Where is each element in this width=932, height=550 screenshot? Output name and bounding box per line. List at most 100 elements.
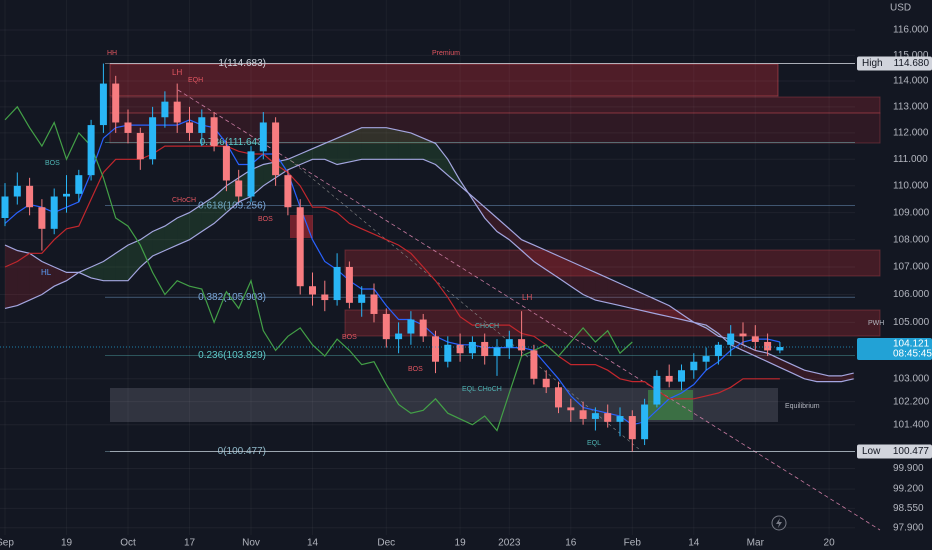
annotation: BOS	[45, 160, 60, 167]
annotation: BOS	[342, 334, 357, 341]
cloud-fill	[29, 253, 42, 301]
candle-body	[87, 125, 95, 176]
candle-body	[161, 101, 169, 118]
y-tick-label: 99.900	[893, 463, 924, 474]
cloud-fill	[337, 132, 350, 165]
candle-body	[309, 286, 316, 295]
candle-body	[641, 404, 649, 440]
candle-body	[690, 361, 698, 371]
candle-body	[136, 132, 144, 160]
candle-body	[149, 117, 157, 160]
indicator-line	[4, 119, 781, 426]
x-tick-label: 14	[307, 538, 319, 549]
cloud-fill	[398, 130, 411, 160]
cloud-fill	[177, 212, 190, 246]
cloud-fill	[324, 138, 338, 165]
currency: USD	[890, 3, 911, 14]
cloud-fill	[521, 239, 534, 262]
candle-body	[345, 266, 353, 303]
fib-label: 0.382(105.903)	[198, 292, 266, 303]
cloud-fill	[632, 288, 645, 312]
y-tick-label: 97.900	[893, 522, 924, 533]
candle-body	[456, 344, 464, 354]
annotation: Equilibrium	[785, 403, 820, 410]
candle-body	[407, 319, 415, 334]
candle-body	[370, 294, 378, 314]
candle-body	[776, 347, 784, 351]
cloud-fill	[669, 305, 682, 320]
cloud-fill	[361, 127, 374, 160]
cloud-fill	[128, 239, 141, 281]
cloud-fill	[152, 226, 165, 257]
x-tick-label: 20	[824, 538, 836, 549]
alert-icon[interactable]	[771, 515, 787, 531]
candle-body	[63, 193, 70, 197]
y-tick-label: 113.000	[893, 101, 929, 112]
cloud-fill	[484, 207, 497, 232]
cloud-fill	[497, 218, 510, 240]
candle-body	[616, 416, 624, 422]
candle-body	[444, 344, 452, 362]
annotation: Premium	[432, 50, 460, 57]
x-tick-label: Sep	[0, 538, 14, 549]
cloud-fill	[804, 370, 817, 382]
annotation: EQL CHoCH	[462, 386, 502, 393]
fib-label: 0.786(111.643)	[200, 137, 266, 148]
cloud-fill	[5, 245, 18, 309]
candle-body	[395, 333, 403, 340]
alert-icon-bolt	[776, 518, 782, 528]
cloud-fill	[54, 266, 67, 287]
x-tick-label: 19	[455, 538, 467, 549]
cloud-fill	[164, 218, 178, 251]
candle-body	[333, 266, 341, 301]
candle-body	[628, 416, 636, 440]
cloud-fill	[386, 127, 399, 160]
x-tick-label: Oct	[120, 538, 136, 549]
annotation: BOS	[258, 216, 273, 223]
candle-body	[604, 413, 612, 422]
last-price-badge	[857, 338, 932, 361]
fib-label: 0.236(103.829)	[198, 350, 266, 361]
last-price: 104.121	[893, 339, 930, 350]
indicator-line	[4, 105, 633, 432]
candle-body	[653, 375, 661, 405]
cloud-fill	[17, 250, 30, 306]
y-tick-label: 116.000	[893, 25, 929, 36]
x-tick-label: Feb	[624, 538, 642, 549]
candle-body	[75, 175, 83, 194]
y-tick-label: 98.550	[893, 503, 924, 514]
candle-body	[530, 350, 538, 379]
y-tick-label: 101.400	[893, 419, 930, 430]
fib-label: 0.618(109.256)	[198, 200, 266, 211]
y-tick-label: 102.200	[893, 396, 930, 407]
y-tick-label: 105.000	[893, 317, 930, 328]
badge-name: High	[862, 58, 883, 69]
candle-body	[99, 83, 107, 126]
candle-body	[518, 339, 526, 351]
candle-body	[210, 117, 218, 147]
candle-body	[247, 151, 255, 197]
cloud-fill	[349, 127, 362, 162]
cloud-fill	[607, 277, 620, 306]
candle-body	[112, 83, 120, 123]
candle-body	[259, 122, 267, 152]
annotation: CHoCH	[475, 323, 499, 330]
price-badge	[857, 56, 932, 71]
badge-name: Low	[862, 446, 881, 457]
candle-body	[198, 117, 206, 133]
annotation: PWH	[868, 320, 884, 327]
x-tick-label: Dec	[377, 538, 395, 549]
candle-body	[124, 122, 132, 133]
annotation: HH	[107, 50, 117, 57]
y-tick-label: 111.000	[893, 154, 928, 165]
cloud-fill	[767, 353, 780, 368]
cloud-fill	[779, 358, 793, 374]
candle-body	[284, 175, 292, 208]
cloud-fill	[91, 261, 104, 281]
y-tick-label: 103.000	[893, 373, 930, 384]
candle-body	[591, 413, 599, 419]
supply-zone	[109, 96, 881, 114]
cloud-fill	[570, 261, 584, 295]
